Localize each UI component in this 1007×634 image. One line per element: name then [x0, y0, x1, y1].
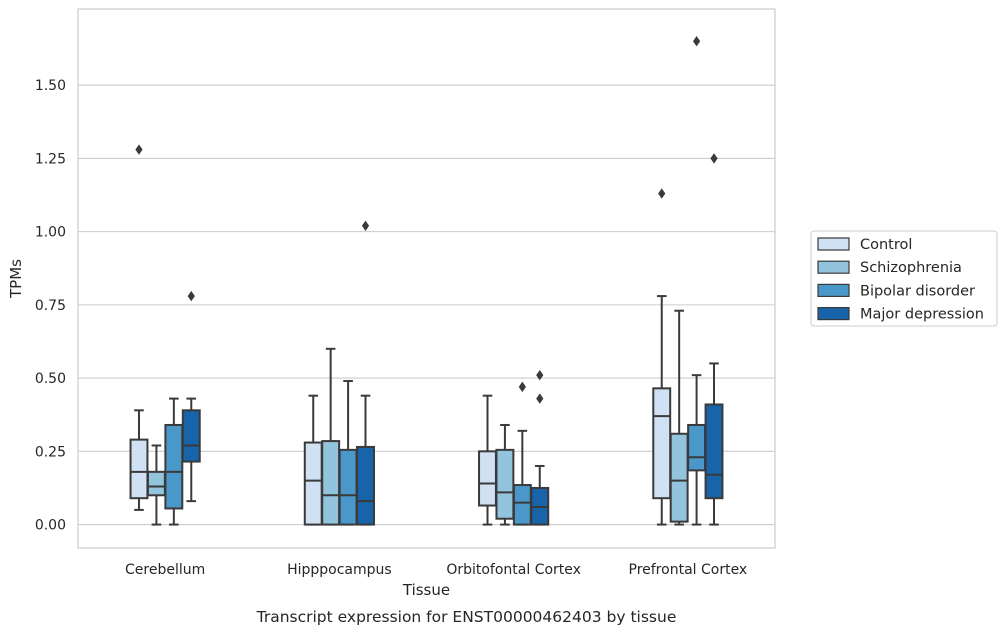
box-body [512, 484, 532, 526]
box-body [321, 440, 341, 526]
box-body [669, 432, 689, 523]
box-body [652, 387, 672, 500]
box [652, 188, 672, 526]
box [495, 423, 515, 526]
box-series [129, 36, 724, 526]
legend-label: Schizophrenia [860, 260, 962, 276]
legend-swatch [817, 260, 850, 274]
box [338, 380, 358, 526]
outlier-point [135, 144, 143, 155]
series-bipolar-disorder [164, 36, 707, 526]
y-tick-label: 0.25 [35, 444, 66, 460]
legend: Control Schizophrenia Bipolar disorder Majo… [810, 230, 998, 327]
box-body [687, 423, 707, 472]
box [669, 309, 689, 526]
y-tick-label: 0.00 [35, 518, 66, 534]
x-tick-label: Cerebellum [125, 562, 205, 578]
outlier-point [710, 153, 718, 164]
x-axis-label: Tissue [402, 581, 450, 599]
x-tick-label: Prefrontal Cortex [629, 562, 748, 578]
box [704, 153, 724, 526]
box [512, 381, 532, 526]
box [478, 394, 497, 526]
box [164, 397, 184, 526]
box [530, 369, 550, 526]
box-body [164, 423, 184, 510]
x-tick-label: Hipppocampus [287, 562, 392, 578]
box-body [478, 450, 497, 507]
outlier-point [361, 220, 370, 231]
series-major-depression [181, 153, 724, 526]
x-tick-label: Orbitofontal Cortex [446, 562, 581, 578]
legend-swatch [817, 307, 850, 321]
y-tick-label: 1.50 [35, 78, 66, 94]
legend-swatch [817, 283, 850, 297]
box [687, 36, 707, 526]
box-body [356, 445, 375, 526]
box-body [338, 448, 358, 526]
box-body [303, 441, 323, 526]
box [321, 347, 341, 526]
outlier-point [536, 393, 544, 404]
legend-label: Control [860, 237, 912, 253]
y-tick-label: 1.25 [35, 151, 66, 167]
outlier-point [692, 36, 701, 47]
outlier-point [658, 188, 666, 199]
legend-swatch [817, 237, 850, 251]
box-body [129, 438, 149, 500]
box-body [181, 409, 201, 463]
box [146, 444, 166, 526]
legend-label: Bipolar disorder [860, 283, 975, 299]
box-body [704, 403, 724, 500]
y-tick-label: 0.50 [35, 371, 66, 387]
y-tick-label: 1.00 [35, 225, 66, 241]
figure-caption: Transcript expression for ENST0000046240… [256, 608, 677, 626]
series-schizophrenia [146, 309, 689, 526]
box [129, 144, 149, 511]
outlier-point [536, 369, 544, 381]
box-body [146, 470, 166, 497]
y-axis-label: TPMs [7, 259, 25, 299]
y-axis-ticks: 0.00 0.25 0.50 0.75 1.00 1.25 1.50 [35, 78, 66, 533]
box [303, 394, 323, 526]
legend-label: Major depression [860, 307, 984, 323]
box-body [495, 448, 515, 520]
plot-area-frame [77, 8, 776, 549]
series-control [129, 144, 672, 526]
y-tick-label: 0.75 [35, 298, 66, 314]
outlier-point [187, 290, 195, 302]
box [356, 220, 375, 526]
x-axis-ticks: Cerebellum Hipppocampus Orbitofontal Corte… [125, 562, 747, 578]
box [181, 290, 201, 503]
outlier-point [518, 381, 526, 393]
legend-frame [810, 230, 998, 327]
